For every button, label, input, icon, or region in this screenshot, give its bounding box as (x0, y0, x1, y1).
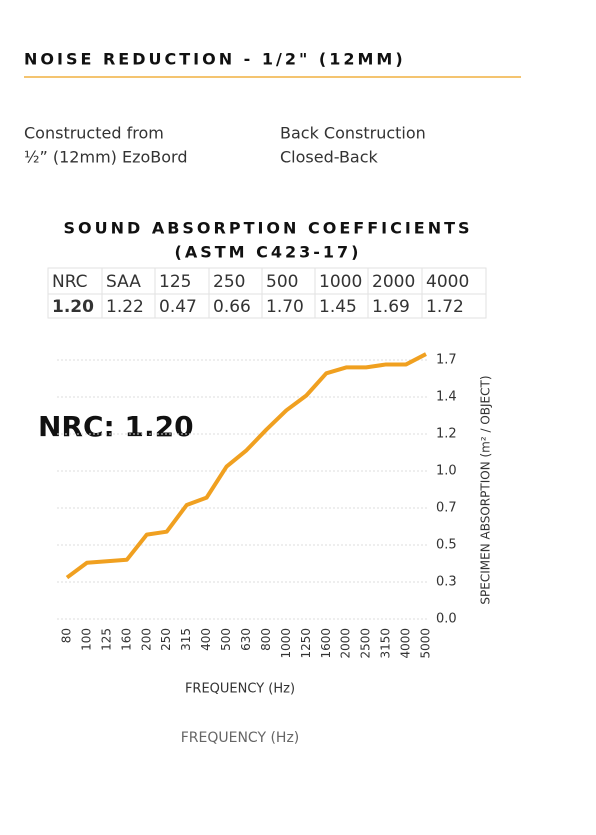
y-tick-label: 1.2 (436, 427, 457, 442)
x-tick-label: 2000 (339, 628, 353, 659)
data-line (65, 352, 427, 580)
x-tick-label: 1000 (279, 628, 293, 659)
table-text: 250 (213, 272, 245, 292)
info-text: Constructed from (24, 124, 164, 143)
x-tick-label: 100 (79, 628, 93, 651)
x-tick-label: 125 (99, 628, 113, 651)
table-title: SOUND ABSORPTION COEFFICIENTS (63, 219, 472, 238)
table-text: 1.22 (106, 297, 144, 317)
x-tick-label: 630 (239, 628, 253, 651)
y-tick-label: 1.7 (436, 353, 457, 368)
y-tick-label: 1.0 (436, 464, 457, 479)
x-tick-label: 800 (259, 628, 273, 651)
table-text: 1.69 (372, 297, 410, 317)
table-text: 1.45 (319, 297, 357, 317)
table-cell (421, 293, 487, 319)
table-text: 4000 (426, 272, 469, 292)
header-title: NOISE REDUCTION - 1/2" (12MM) (24, 50, 406, 69)
x-tick-label: 250 (159, 628, 173, 651)
table-text: 500 (266, 272, 298, 292)
y-tick-label: 0.0 (436, 612, 457, 627)
x-tick-label: 4000 (399, 628, 413, 659)
x-tick-label: 5000 (419, 628, 433, 659)
table-text: 1.20 (52, 297, 94, 317)
x-tick-label: 500 (219, 628, 233, 651)
info-text: Closed-Back (280, 148, 379, 167)
x-tick-label: 2500 (359, 628, 373, 659)
table-text: 1.72 (426, 297, 464, 317)
nrc-label: NRC: 1.20 (38, 410, 194, 443)
x-tick-label: 315 (179, 628, 193, 651)
table-text: 1000 (319, 272, 362, 292)
x-axis-label: FREQUENCY (Hz) (185, 682, 295, 697)
y-tick-label: 0.3 (436, 575, 457, 590)
x-tick-label: 160 (119, 628, 133, 651)
table-text: NRC (52, 272, 88, 292)
x-tick-label: 80 (60, 628, 74, 643)
x-tick-label: 3150 (379, 628, 393, 659)
table-title: (ASTM C423-17) (175, 243, 362, 262)
y-axis-label: SPECIMEN ABSORPTION (m² / OBJECT) (479, 375, 493, 604)
x-tick-label: 1250 (299, 628, 313, 659)
table-text: 1.70 (266, 297, 304, 317)
x-tick-label: 1600 (319, 628, 333, 659)
y-tick-label: 0.5 (436, 538, 457, 553)
table-text: 125 (159, 272, 191, 292)
table-text: 0.47 (159, 297, 197, 317)
info-text: ½” (12mm) EzoBord (24, 148, 188, 167)
x-tick-label: 200 (139, 628, 153, 651)
table-text: 0.66 (213, 297, 251, 317)
info-text: Back Construction (280, 124, 426, 143)
y-tick-label: 1.4 (436, 390, 457, 405)
table-text: SAA (106, 272, 141, 292)
footer-label: FREQUENCY (Hz) (181, 730, 300, 746)
x-tick-label: 400 (199, 628, 213, 651)
y-tick-label: 0.7 (436, 501, 457, 516)
table-text: 2000 (372, 272, 415, 292)
